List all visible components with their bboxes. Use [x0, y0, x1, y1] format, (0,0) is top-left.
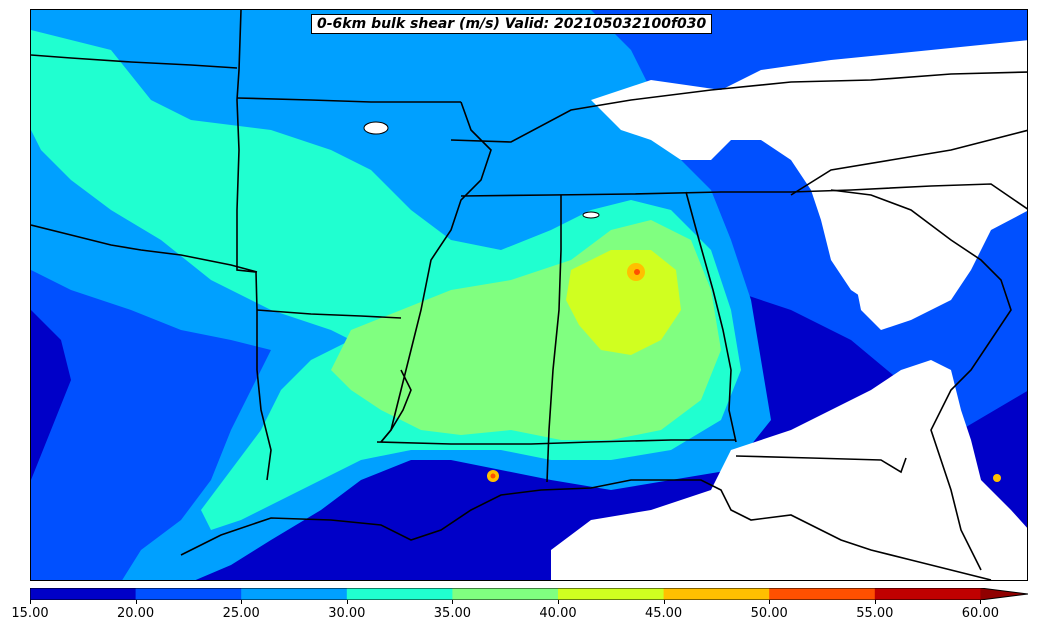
colorbar [30, 588, 1028, 600]
field-40-45 [566, 250, 681, 355]
colorbar-extend-arrow [980, 588, 1028, 600]
map-title: 0-6km bulk shear (m/s) Valid: 2021050321… [311, 14, 713, 34]
colorbar-tick-label: 15.00 [11, 606, 49, 621]
colorbar-tick [241, 600, 243, 604]
colorbar-swatch [30, 588, 137, 600]
colorbar-tick-label: 60.00 [961, 606, 999, 621]
field-50-55-spot-a [634, 269, 640, 275]
colorbar-tick-label: 25.00 [222, 606, 260, 621]
colorbar-tick [452, 600, 454, 604]
colorbar-tick [874, 600, 876, 604]
colorbar-swatch [663, 588, 770, 600]
colorbar-swatch [346, 588, 453, 600]
colorbar-tick [663, 600, 665, 604]
colorbar-tick [769, 600, 771, 604]
colorbar-tick [30, 600, 31, 604]
colorbar-tick-label: 50.00 [750, 606, 788, 621]
colorbar-swatch [241, 588, 348, 600]
nodata-northeast [591, 40, 1027, 320]
field-50-55-spot-b [490, 473, 496, 479]
field-45-50-spot-c [993, 474, 1001, 482]
colorbar-tick [558, 600, 559, 604]
colorbar-swatch [452, 588, 559, 600]
lakes [363, 121, 600, 219]
colorbar-swatch [558, 588, 665, 600]
colorbar-tick-label: 20.00 [116, 606, 155, 621]
map-panel [30, 9, 1028, 581]
colorbar-tick-label: 55.00 [856, 606, 894, 621]
colorbar-swatch [135, 588, 242, 600]
colorbar-swatch [769, 588, 876, 600]
political-borders [31, 10, 1027, 580]
nodata-southeast [551, 360, 1027, 580]
shear-map [31, 10, 1027, 580]
colorbar-tick [346, 600, 348, 604]
colorbar-tick [980, 600, 982, 604]
nodata-blob [851, 250, 921, 330]
colorbar-tick-label: 40.00 [539, 606, 577, 621]
colorbar-tick-label: 45.00 [644, 606, 683, 621]
colorbar-tick-label: 30.00 [328, 606, 366, 621]
colorbar-outline [30, 588, 1028, 600]
colorbar-tick-label: 35.00 [433, 606, 471, 621]
colorbar-swatch [874, 588, 981, 600]
colorbar-tick [135, 600, 137, 604]
